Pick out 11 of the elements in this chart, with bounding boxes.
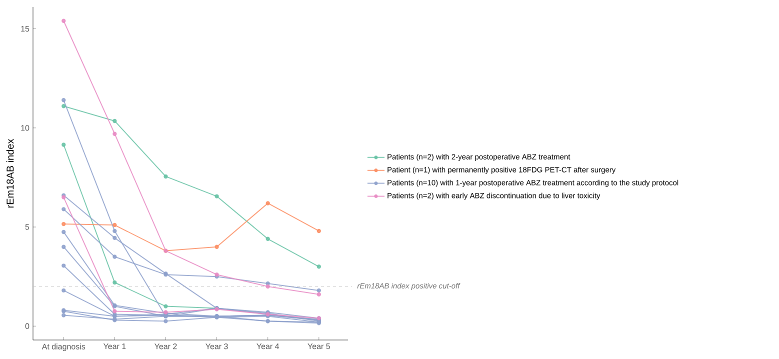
y-tick-label: 5 [25, 224, 30, 230]
y-tick-label: 10 [21, 125, 30, 131]
y-tick-label: 0 [25, 323, 30, 329]
y-axis-title: rEm18AB index [6, 138, 14, 208]
y-tick-label: 15 [21, 26, 30, 32]
x-tick-label: At diagnosis [42, 344, 86, 351]
x-tick-label: Year 2 [154, 344, 177, 350]
x-tick-label: Year 4 [256, 344, 280, 350]
x-tick-label: Year 5 [308, 344, 330, 350]
x-tick-label: Year 3 [206, 344, 228, 350]
x-tick-label: Year 1 [103, 344, 126, 350]
